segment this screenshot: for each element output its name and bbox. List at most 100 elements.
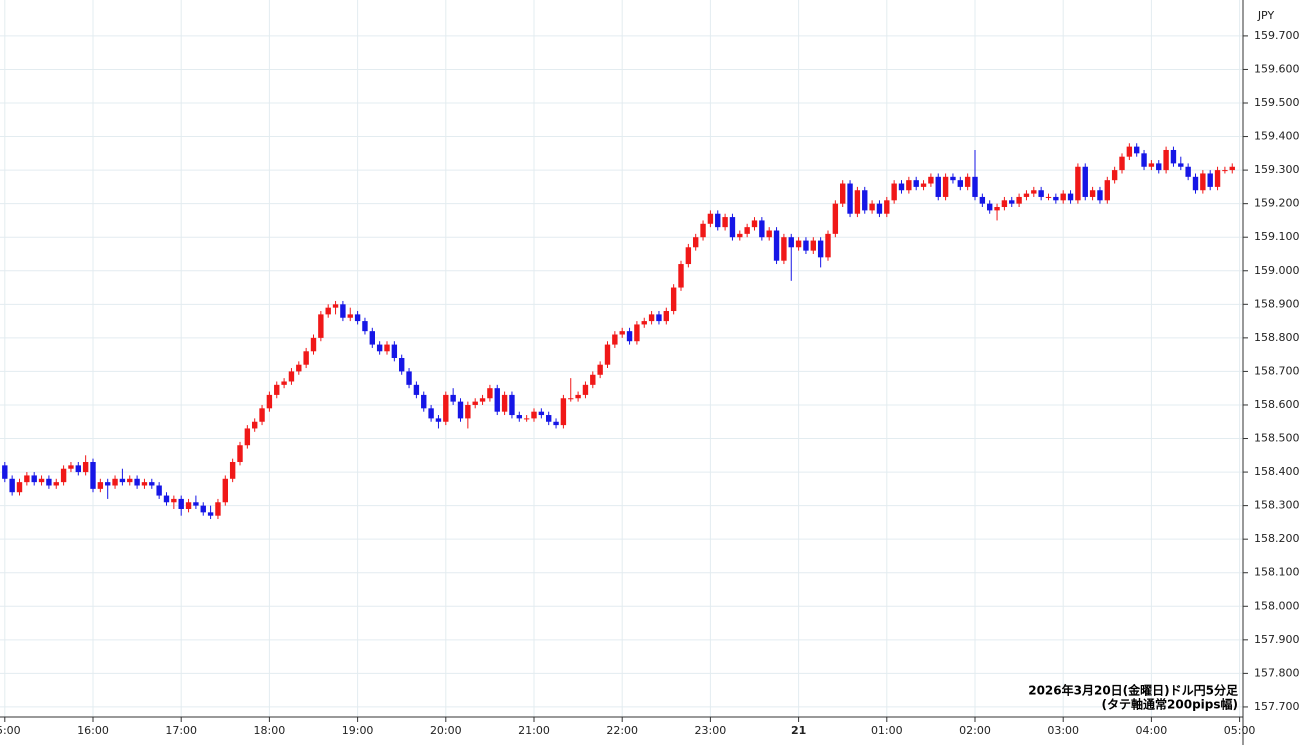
candle-body: [597, 364, 603, 375]
candle-body: [693, 237, 699, 248]
candle-body: [347, 314, 353, 318]
candle-body: [950, 176, 956, 181]
candle-body: [1207, 173, 1213, 187]
candle-body: [1045, 196, 1052, 198]
candle-body: [1222, 170, 1228, 172]
candle-body: [46, 478, 52, 486]
candle-body: [795, 240, 802, 248]
candle-body: [979, 196, 986, 204]
candle-body: [619, 331, 625, 335]
candle-body: [31, 475, 37, 483]
candle-body: [384, 344, 390, 352]
candle-body: [1075, 166, 1081, 201]
candle-body: [898, 183, 905, 191]
candle-body: [1023, 193, 1030, 197]
candle-body: [443, 394, 449, 422]
candle-body: [626, 331, 633, 342]
labels: 157.700 157.800 157.900 158.000 158.100 158.2…: [0, 29, 1300, 737]
candle-body: [119, 478, 126, 483]
y-tick-label: 158.400: [1254, 465, 1300, 478]
candle-body: [582, 384, 589, 395]
candles: [2, 143, 1235, 520]
candle-body: [942, 176, 949, 197]
x-tick-label: 15:00: [0, 724, 21, 737]
candle-body: [24, 475, 30, 483]
candle-body: [266, 394, 273, 409]
candle-body: [531, 411, 537, 419]
x-tick-label: 22:00: [606, 724, 638, 737]
candle-body: [53, 482, 59, 486]
candle-body: [604, 344, 611, 365]
candle-body: [1141, 153, 1147, 167]
candle-body: [1067, 193, 1074, 201]
candle-body: [920, 183, 927, 187]
candle-body: [641, 321, 647, 325]
candle-body: [1038, 190, 1044, 197]
candle-body: [862, 190, 868, 211]
candle-body: [428, 408, 434, 419]
y-tick-label: 158.500: [1254, 432, 1300, 445]
candle-body: [648, 314, 655, 322]
candle-body: [97, 482, 104, 489]
candle-body: [310, 337, 317, 352]
candle-body: [399, 357, 405, 372]
candle-body: [766, 230, 772, 238]
candle-body: [435, 418, 442, 422]
candle-body: [68, 465, 74, 469]
candle-body: [773, 230, 780, 261]
candle-body: [876, 203, 883, 214]
candle-body: [612, 334, 618, 345]
candle-body: [825, 233, 831, 258]
y-tick-label: 158.900: [1254, 297, 1300, 310]
candle-body: [1148, 163, 1155, 167]
candle-body: [553, 421, 559, 426]
candle-body: [568, 398, 574, 400]
y-tick-label: 158.100: [1254, 566, 1300, 579]
x-tick-label: 20:00: [430, 724, 462, 737]
candle-body: [1163, 149, 1169, 171]
candle-body: [810, 240, 816, 251]
candle-body: [149, 482, 155, 486]
candle-body: [1016, 196, 1022, 204]
y-tick-label: 159.000: [1254, 264, 1300, 277]
candle-body: [575, 394, 581, 399]
candle-body: [928, 176, 934, 184]
candle-body: [362, 321, 368, 332]
candle-body: [1178, 163, 1184, 167]
candle-body: [869, 203, 875, 211]
x-tick-label: 04:00: [1136, 724, 1168, 737]
candle-body: [987, 203, 993, 211]
x-tick-label: 16:00: [77, 724, 109, 737]
candle-body: [840, 183, 846, 204]
candle-body: [884, 200, 890, 214]
candle-body: [546, 415, 552, 422]
candle-body: [376, 344, 383, 352]
candle-body: [288, 371, 295, 382]
candle-body: [964, 176, 971, 187]
candle-body: [1001, 200, 1008, 208]
y-tick-label: 159.200: [1254, 197, 1300, 210]
candle-body: [369, 331, 375, 345]
y-tick-label: 157.900: [1254, 633, 1300, 646]
candle-body: [803, 240, 809, 251]
candle-body: [891, 183, 897, 201]
candle-body: [516, 415, 522, 419]
candle-body: [854, 190, 861, 214]
candle-body: [303, 351, 309, 365]
y-tick-label: 157.800: [1254, 666, 1300, 679]
y-tick-label: 158.800: [1254, 331, 1300, 344]
candle-body: [1089, 190, 1096, 197]
candle-body: [1229, 166, 1235, 171]
axis-unit: JPY: [1257, 9, 1275, 22]
annotation: 2026年3月20日(金曜日)ドル円5分足: [1028, 683, 1238, 698]
x-tick-label: 23:00: [695, 724, 727, 737]
candle-body: [1104, 180, 1110, 201]
candle-body: [494, 388, 500, 412]
candle-body: [2, 465, 8, 479]
candle-body: [1192, 176, 1199, 191]
y-tick-label: 159.300: [1254, 163, 1300, 176]
annotation: (タテ軸通常200pips幅): [1102, 697, 1238, 712]
candle-body: [450, 394, 456, 402]
candle-body: [685, 247, 692, 265]
